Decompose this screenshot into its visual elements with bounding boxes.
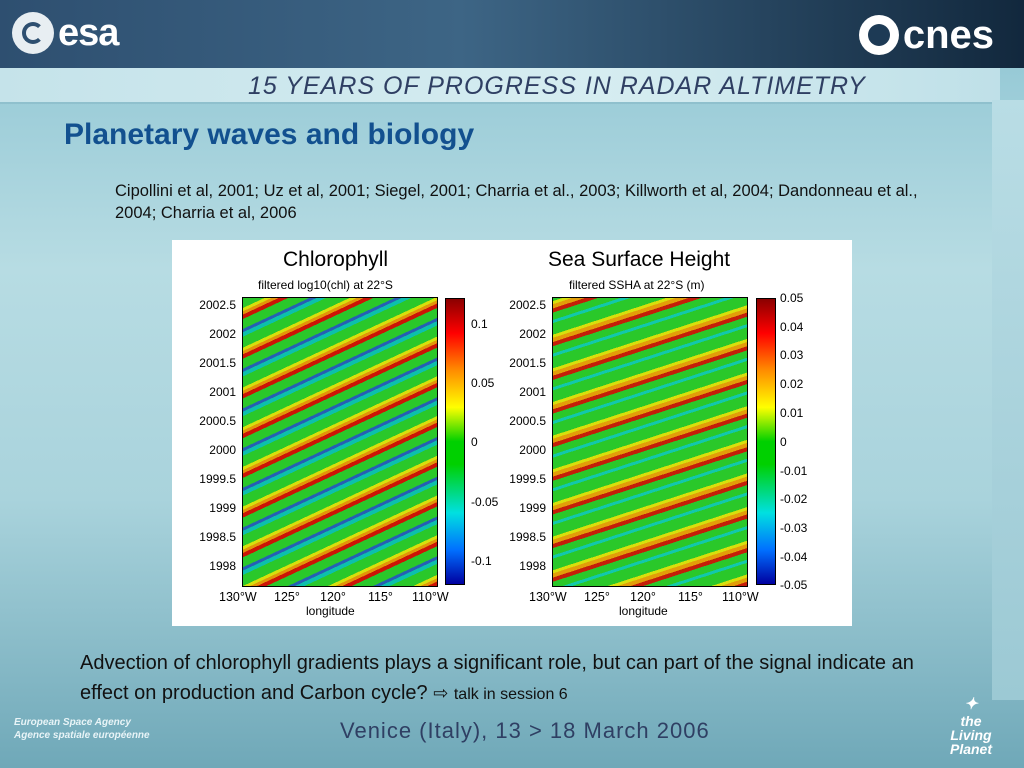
chlorophyll-plot <box>242 297 438 587</box>
living-planet-logo: ✦ the Living Planet <box>936 696 1006 757</box>
ssh-subtitle: filtered SSHA at 22°S (m) <box>569 278 705 292</box>
left-colorbar-tick: -0.1 <box>471 554 492 568</box>
left-ytick: 2000 <box>209 443 236 457</box>
advection-text: Advection of chlorophyll gradients plays… <box>80 648 960 710</box>
cnes-logo: cnes <box>858 10 994 60</box>
right-xtick: 130°W <box>529 590 567 604</box>
right-ytick: 2001 <box>519 385 546 399</box>
left-xtick: 130°W <box>219 590 257 604</box>
right-ytick: 1998.5 <box>509 530 546 544</box>
left-ytick: 1998.5 <box>199 530 236 544</box>
right-colorbar-tick: -0.05 <box>780 578 808 592</box>
right-xlabel: longitude <box>619 604 668 618</box>
right-colorbar-tick: 0.01 <box>780 406 804 420</box>
advection-sentence: Advection of chlorophyll gradients plays… <box>80 652 914 704</box>
cnes-logo-icon <box>858 15 899 55</box>
arrow-right-icon: ⇨ <box>433 683 449 703</box>
talk-reference: talk in session 6 <box>453 686 568 703</box>
right-ytick: 2000 <box>519 443 546 457</box>
esa-logo-icon <box>12 12 54 54</box>
left-ytick: 1998 <box>209 559 236 573</box>
right-colorbar-tick: -0.03 <box>780 521 808 535</box>
left-ytick: 1999 <box>209 501 236 515</box>
agency-name-en: European Space Agency <box>14 717 131 728</box>
right-ytick: 2001.5 <box>509 356 546 370</box>
slide-title: Planetary waves and biology <box>64 118 475 151</box>
right-ytick: 2002.5 <box>509 298 546 312</box>
right-ytick: 2002 <box>519 327 546 341</box>
left-xtick: 110°W <box>412 590 449 604</box>
ssh-colorbar <box>756 298 776 585</box>
esa-logo-text: esa <box>58 11 119 54</box>
esa-logo: esa <box>12 8 119 58</box>
header-bar: esa cnes <box>0 0 1024 68</box>
right-xtick: 120° <box>630 590 656 604</box>
ssh-plot <box>552 297 748 587</box>
right-ytick: 1999.5 <box>509 472 546 486</box>
left-ytick: 2001.5 <box>199 356 236 370</box>
right-xtick: 110°W <box>722 590 759 604</box>
right-ytick: 2000.5 <box>509 414 546 428</box>
left-xtick: 120° <box>320 590 346 604</box>
left-colorbar-tick: 0.05 <box>471 376 495 390</box>
right-colorbar-tick: -0.02 <box>780 492 808 506</box>
right-ytick: 1998 <box>519 559 546 573</box>
left-ytick: 2002 <box>209 327 236 341</box>
living-planet-text-2: Living Planet <box>949 727 992 757</box>
left-colorbar-tick: 0.1 <box>471 317 488 331</box>
right-colorbar-tick: 0 <box>780 435 787 449</box>
decorative-edge <box>992 100 1024 700</box>
figure-panel: Chlorophyll filtered log10(chl) at 22°S … <box>172 240 852 626</box>
right-xtick: 125° <box>584 590 610 604</box>
conference-banner: 15 YEARS OF PROGRESS IN RADAR ALTIMETRY <box>0 68 1000 104</box>
right-colorbar-tick: 0.02 <box>780 377 804 391</box>
right-ytick: 1999 <box>519 501 546 515</box>
left-xtick: 115° <box>368 590 393 604</box>
cnes-logo-text: cnes <box>902 12 994 57</box>
right-xtick: 115° <box>678 590 703 604</box>
esa-footer-logo: European Space Agency Agence spatiale eu… <box>14 716 150 742</box>
living-planet-text-1: the <box>960 713 982 729</box>
chlorophyll-colorbar <box>445 298 465 585</box>
right-colorbar-tick: -0.04 <box>780 550 808 564</box>
sea-surface-height-label: Sea Surface Height <box>548 248 731 271</box>
references: Cipollini et al, 2001; Uz et al, 2001; S… <box>115 182 918 222</box>
agency-name-fr: Agence spatiale européenne <box>14 730 150 741</box>
left-colorbar-tick: 0 <box>471 435 478 449</box>
right-colorbar-tick: 0.05 <box>780 291 804 305</box>
left-xtick: 125° <box>274 590 300 604</box>
chlorophyll-subtitle: filtered log10(chl) at 22°S <box>258 278 393 292</box>
banner-text: 15 YEARS OF PROGRESS IN RADAR ALTIMETRY <box>248 72 866 100</box>
living-planet-icon: ✦ <box>964 696 978 713</box>
venue-date: Venice (Italy), 13 > 18 March 2006 <box>340 718 710 743</box>
left-ytick: 2001 <box>209 385 236 399</box>
left-xlabel: longitude <box>306 604 355 618</box>
left-ytick: 2000.5 <box>199 414 236 428</box>
right-colorbar-tick: 0.04 <box>780 320 804 334</box>
left-colorbar-tick: -0.05 <box>471 495 499 509</box>
left-ytick: 2002.5 <box>199 298 236 312</box>
right-colorbar-tick: -0.01 <box>780 464 808 478</box>
left-ytick: 1999.5 <box>199 472 236 486</box>
right-colorbar-tick: 0.03 <box>780 348 804 362</box>
chlorophyll-label: Chlorophyll <box>283 248 389 271</box>
